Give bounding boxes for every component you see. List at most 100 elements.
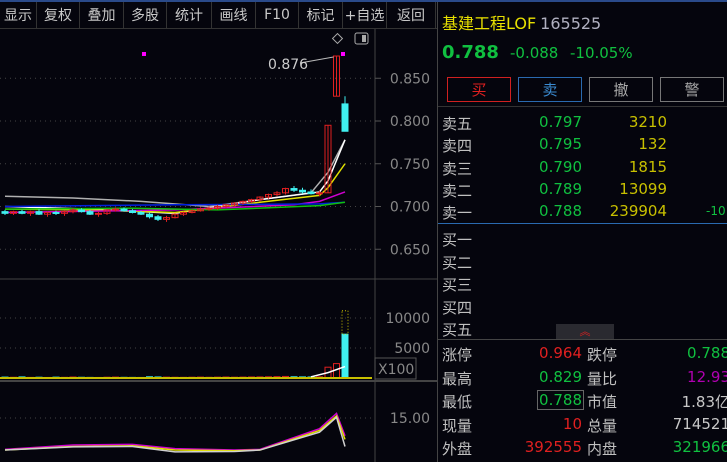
- buy-level-row[interactable]: 买二: [438, 251, 727, 273]
- toolbar-button-0[interactable]: 显示: [0, 2, 37, 28]
- marker-dot: [341, 52, 345, 56]
- level-price: 0.788: [539, 202, 582, 221]
- toolbar-button-8[interactable]: +自选: [343, 2, 387, 28]
- alert-button[interactable]: 警: [660, 77, 724, 102]
- toolbar-button-9[interactable]: 返回: [387, 2, 436, 28]
- toolbar-button-5[interactable]: 画线: [212, 2, 256, 28]
- stat-value: 0.788: [537, 390, 584, 410]
- candle-body: [265, 194, 272, 198]
- stat-value: 12.93: [687, 367, 727, 386]
- toolbar-button-4[interactable]: 统计: [167, 2, 212, 28]
- candle-body: [239, 200, 247, 204]
- stat-label: 跌停: [587, 346, 618, 364]
- level-label: 买二: [442, 253, 473, 272]
- divider: [438, 339, 727, 340]
- candle-body: [205, 207, 213, 210]
- candle-body: [290, 188, 298, 191]
- sell-level-row[interactable]: 卖四 0.795 132: [438, 134, 727, 156]
- toolbar-button-2[interactable]: 叠加: [80, 2, 124, 28]
- security-code: 165525: [540, 14, 602, 33]
- candle-body: [180, 211, 187, 215]
- stat-label: 最低: [442, 393, 473, 411]
- sell-level-row[interactable]: 卖一 0.788 239904 -10: [438, 201, 727, 223]
- level-volume: 239904: [609, 202, 667, 221]
- sell-level-row[interactable]: 卖五 0.797 3210: [438, 112, 727, 134]
- candle-body: [154, 216, 162, 220]
- level-label: 卖四: [442, 137, 473, 156]
- volume-outline: [341, 310, 349, 335]
- level-label: 买四: [442, 298, 473, 317]
- collapse-order-book-button[interactable]: ︽: [556, 324, 614, 339]
- price-tick-label: 0.800: [390, 114, 430, 130]
- volume-unit-label: X100: [378, 362, 414, 378]
- panel-toggle-icon: [354, 32, 369, 45]
- candle-body: [86, 211, 94, 215]
- sell-level-row[interactable]: 卖二 0.789 13099: [438, 179, 727, 201]
- candle-body: [214, 206, 221, 209]
- kline-chart[interactable]: 0.850 0.800 0.750 0.700 0.650 10000 5000 X100 15…: [0, 29, 437, 462]
- stats-row: 外盘 392555 内盘 321966: [438, 437, 727, 460]
- price-tick-label: 0.850: [390, 71, 430, 87]
- toolbar-button-7[interactable]: 标记: [299, 2, 343, 28]
- level-price: 0.790: [539, 157, 582, 176]
- buy-level-row[interactable]: 买五: [438, 318, 727, 340]
- buy-level-row[interactable]: 买三: [438, 273, 727, 295]
- level-volume: 13099: [619, 179, 667, 198]
- candle-body: [120, 208, 128, 212]
- candle-body: [333, 55, 340, 97]
- toolbar-button-3[interactable]: 多股: [124, 2, 167, 28]
- candle-body: [163, 217, 170, 220]
- stat-value: 392555: [524, 438, 582, 456]
- stat-label: 最高: [442, 369, 473, 388]
- high-annotation-arrow: [299, 56, 334, 64]
- level-price: 0.789: [539, 179, 582, 198]
- indicator-line: [4, 415, 346, 453]
- candle-body: [222, 204, 230, 207]
- moving-average-line: [4, 201, 346, 208]
- volume-bar: [341, 333, 349, 379]
- toolbar-button-6[interactable]: F10: [256, 2, 299, 28]
- candle-body: [10, 211, 17, 214]
- diamond-icon: [331, 32, 344, 45]
- buy-button[interactable]: 买: [447, 77, 511, 102]
- candle-body: [129, 210, 136, 213]
- candle-body: [61, 211, 68, 214]
- sell-level-row[interactable]: 卖三 0.790 1815: [438, 157, 727, 179]
- candle-body: [52, 211, 60, 214]
- last-price: 0.788: [442, 42, 499, 63]
- level-label: 卖二: [442, 181, 473, 200]
- candle-body: [273, 192, 281, 196]
- moving-average-line: [4, 139, 346, 208]
- sell-button[interactable]: 卖: [518, 77, 582, 102]
- level-price: 0.797: [539, 113, 582, 131]
- candle-body: [307, 191, 315, 195]
- moving-average-line: [4, 139, 346, 215]
- stats-row: 涨停 0.964 跌停 0.788: [438, 343, 727, 366]
- cancel-order-button[interactable]: 撤: [589, 77, 653, 102]
- price-tick-label: 0.700: [390, 200, 430, 216]
- candle-body: [103, 209, 111, 214]
- volume-ma-line: [310, 365, 346, 378]
- volume-unit-box: [374, 357, 417, 380]
- stat-value: 0.964: [539, 344, 582, 362]
- candle-body: [256, 196, 264, 201]
- divider: [438, 106, 727, 107]
- candle-body: [341, 103, 349, 132]
- level-volume: 1815: [628, 157, 667, 176]
- stats-row: 现量 10 总量 714521: [438, 414, 727, 437]
- level-price: 0.795: [539, 135, 582, 154]
- candle-body: [324, 124, 332, 194]
- candle-body: [78, 209, 85, 213]
- buy-level-row[interactable]: 买一: [438, 228, 727, 250]
- level-label: 卖一: [442, 204, 473, 223]
- window-top-border: [0, 0, 727, 2]
- stat-value: 0.788: [687, 344, 727, 362]
- candle-body: [44, 211, 51, 215]
- candle-body: [27, 211, 34, 214]
- indicator-tick-label: 15.00: [390, 411, 430, 427]
- buy-level-row[interactable]: 买四: [438, 296, 727, 318]
- stat-value: 321966: [672, 438, 727, 456]
- toolbar-button-1[interactable]: 复权: [37, 2, 80, 28]
- stat-value: 10: [562, 414, 582, 433]
- candle-body: [188, 210, 196, 213]
